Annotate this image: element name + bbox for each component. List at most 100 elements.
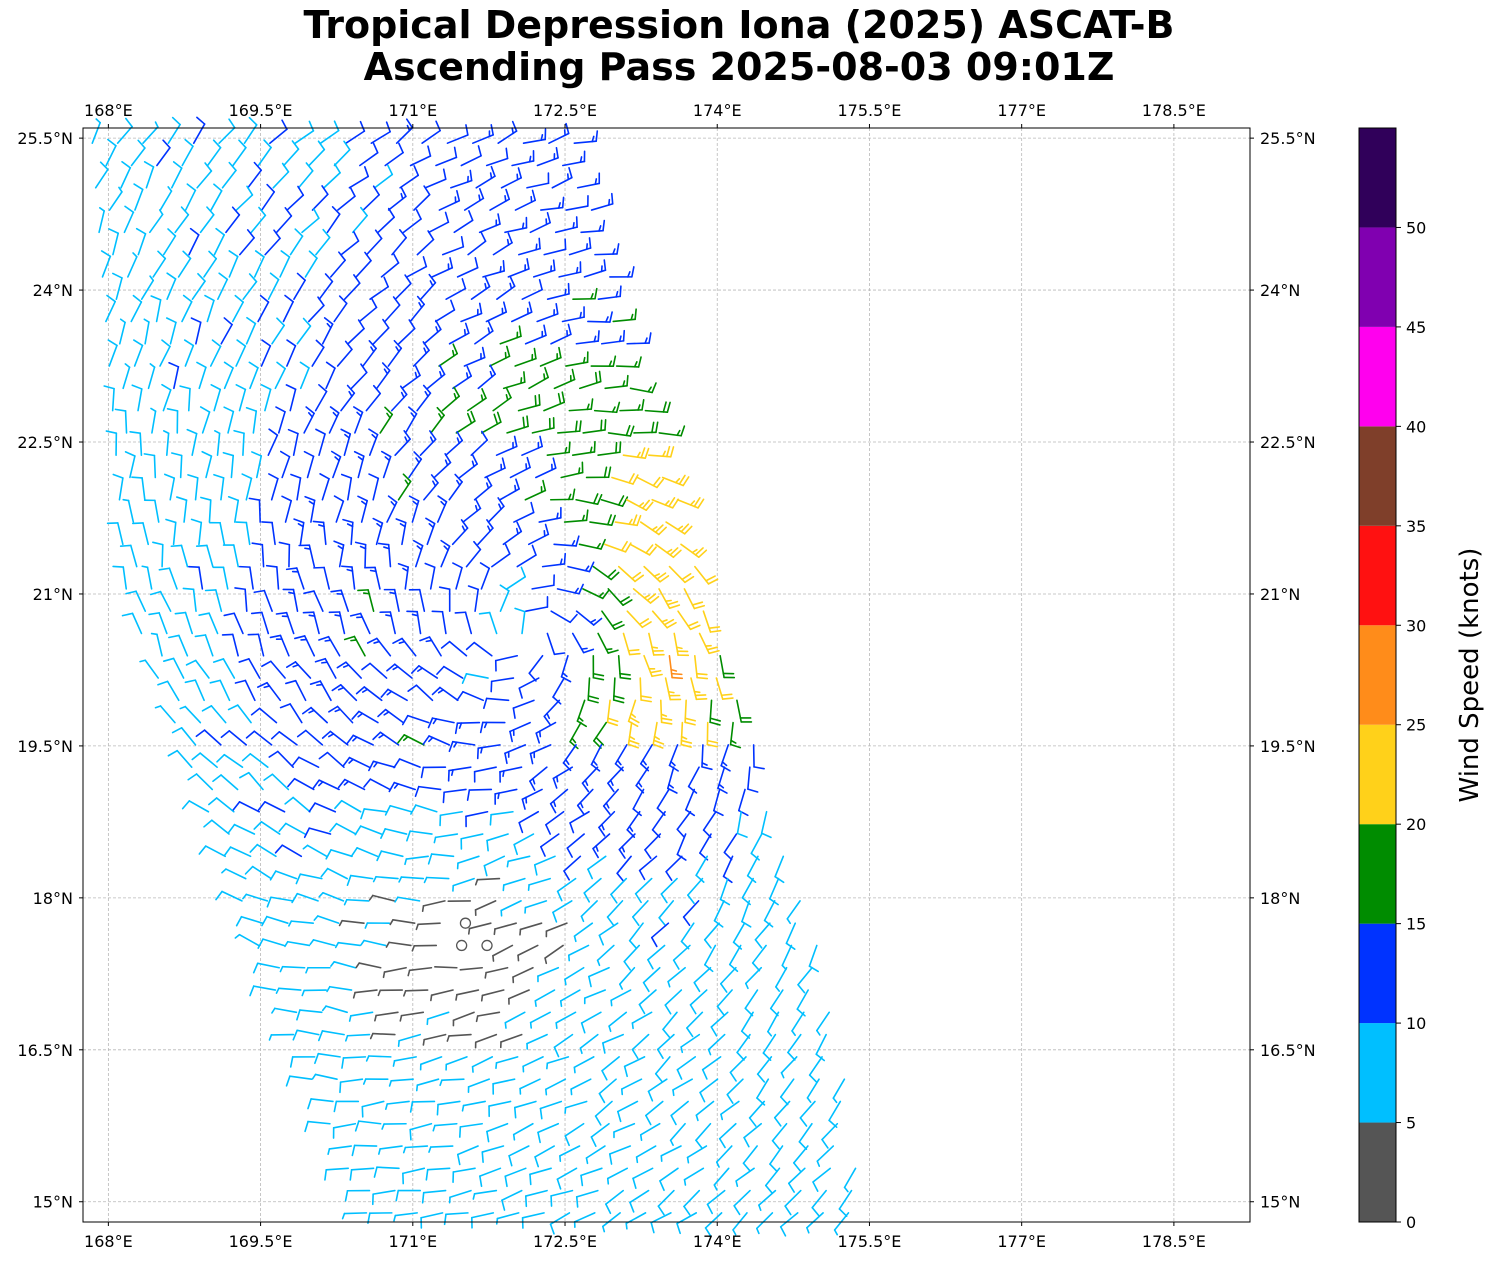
wind-barb [419, 636, 442, 657]
wind-barb [741, 877, 754, 906]
wind-barb [703, 922, 720, 949]
wind-barb [212, 566, 229, 590]
wind-barb [148, 612, 168, 635]
x-tick-label-bottom: 178.5°E [1142, 1232, 1206, 1251]
wind-barb [519, 922, 543, 936]
wind-barb [318, 751, 345, 768]
colorbar-tick-label: 5 [1406, 1114, 1416, 1133]
wind-barb [748, 1100, 766, 1127]
wind-barb [274, 844, 303, 858]
wind-barb [518, 677, 540, 699]
x-tick-label-bottom: 174°E [693, 1232, 742, 1251]
wind-barb [369, 1032, 396, 1040]
wind-barb [465, 641, 493, 657]
wind-barb [452, 1167, 476, 1183]
wind-barb [562, 150, 586, 167]
wind-barb [381, 1122, 407, 1130]
wind-barb [333, 295, 348, 323]
wind-barb [465, 810, 489, 828]
wind-barb [249, 985, 277, 997]
y-tick-label-left: 15°N [33, 1193, 73, 1212]
wind-barb [282, 588, 299, 612]
wind-barb [551, 167, 573, 189]
wind-barb [644, 833, 662, 860]
wind-barb [511, 149, 535, 167]
wind-barb [133, 183, 144, 211]
wind-barb [235, 339, 247, 367]
wind-barb [492, 1078, 516, 1095]
wind-barb [342, 518, 354, 546]
wind-barb [439, 810, 463, 827]
wind-barb [593, 721, 608, 749]
axis-tick-labels: 168°E 168°E 169.5°E 169.5°E 171°E 171°E 172.5°… [17, 101, 1315, 1251]
wind-barb [728, 944, 742, 973]
wind-barb [147, 363, 156, 390]
wind-barb [127, 252, 138, 278]
colorbar-bin [1359, 1023, 1396, 1123]
wind-barb [159, 186, 173, 211]
wind-barb [787, 1033, 802, 1061]
wind-barb [268, 750, 294, 768]
wind-barb [341, 1056, 367, 1069]
wind-barb [635, 766, 650, 794]
wind-barb [474, 320, 494, 345]
wind-barb [308, 802, 337, 813]
wind-barb [467, 922, 492, 935]
wind-barb [589, 514, 616, 526]
wind-barb [267, 272, 280, 300]
wind-barb [406, 610, 422, 635]
wind-barb [238, 658, 261, 679]
wind-barb [612, 677, 625, 704]
wind-barb [349, 612, 371, 635]
wind-barb [694, 565, 719, 585]
wind-barb [213, 227, 225, 256]
wind-barb [435, 146, 458, 167]
wind-barb [301, 706, 328, 724]
wind-barb [108, 228, 119, 256]
wind-barb [529, 1167, 552, 1186]
wind-barb [253, 589, 273, 612]
y-tick-label-left: 16.5°N [17, 1041, 73, 1060]
wind-barb [707, 1033, 726, 1056]
wind-barb [769, 989, 784, 1017]
wind-barb [779, 1212, 799, 1237]
wind-barb [486, 1122, 509, 1143]
wind-barb [320, 867, 349, 880]
wind-barb [184, 679, 205, 702]
wind-barb [344, 1033, 371, 1042]
wind-barb [122, 363, 131, 390]
wind-barb [571, 440, 596, 456]
wind-barb [201, 705, 227, 724]
wind-barb [512, 1122, 534, 1141]
wind-barb [440, 539, 451, 568]
wind-barb [184, 183, 197, 211]
wind-barb [516, 544, 537, 568]
wind-barb [755, 1212, 774, 1235]
wind-barb [524, 479, 547, 501]
wind-barb [806, 1078, 820, 1104]
wind-barb [606, 1167, 629, 1185]
wind-barb [816, 1145, 835, 1167]
wind-barb [329, 822, 357, 835]
wind-barb [314, 1052, 341, 1065]
wind-barb [275, 406, 286, 434]
wind-barb [210, 383, 222, 412]
wind-barb [372, 875, 399, 883]
wind-barb [496, 276, 516, 300]
wind-barb [732, 922, 746, 950]
wind-barb [458, 454, 478, 479]
wind-barb [455, 989, 480, 1001]
wind-barb [719, 966, 737, 993]
wind-barb [215, 890, 243, 902]
wind-barb [247, 633, 265, 657]
wind-barb [566, 833, 585, 858]
wind-barb [702, 810, 717, 839]
wind-barb [539, 346, 562, 367]
wind-barb [786, 900, 801, 925]
wind-barb [499, 478, 520, 501]
wind-barb [188, 227, 200, 256]
wind-barb [293, 518, 305, 546]
wind-barb [602, 788, 619, 815]
wind-barb [680, 1033, 701, 1054]
wind-barb [286, 185, 305, 211]
